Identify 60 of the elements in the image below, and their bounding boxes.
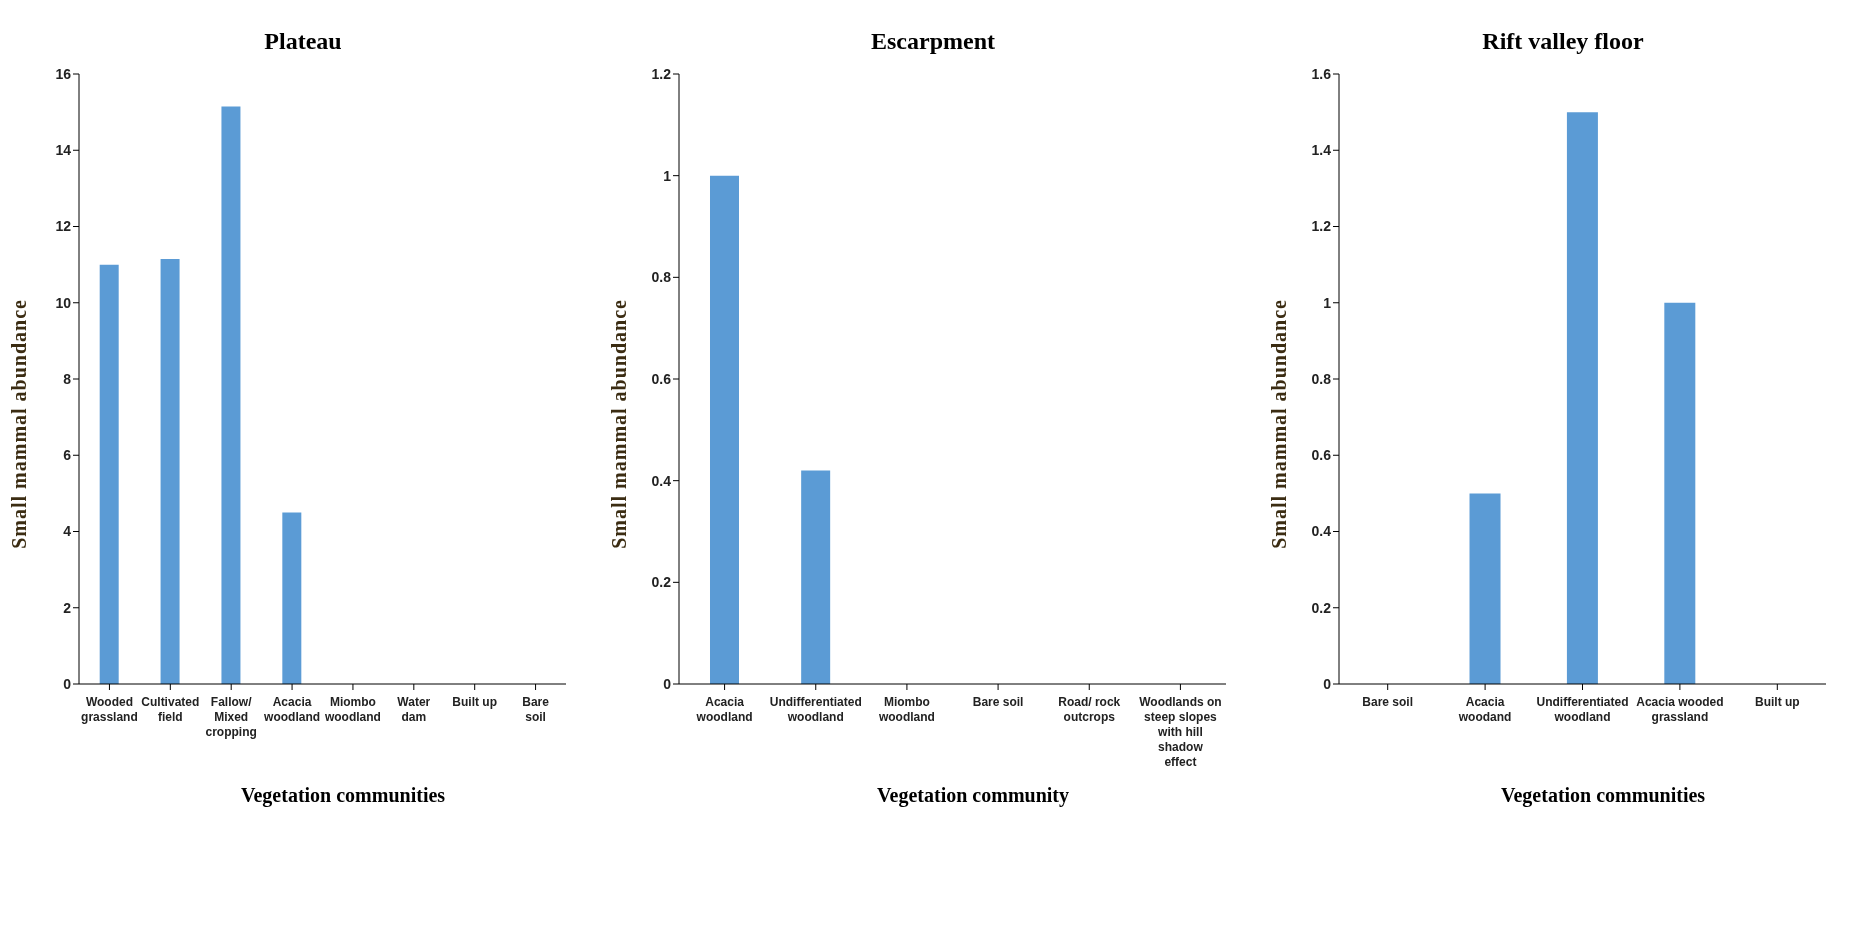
x-axis-title: Vegetation community [876, 784, 1070, 807]
y-tick-label: 0 [1323, 675, 1332, 692]
y-tick-label: 4 [63, 523, 72, 540]
bar [1566, 112, 1598, 684]
x-tick-label: Undifferentiated woodland [1536, 695, 1629, 724]
chart-title: Escarpment [870, 28, 996, 56]
y-tick-label: 0.8 [651, 269, 672, 286]
x-tick-label: Water dam [397, 695, 431, 724]
y-tick-label: 0.4 [1311, 523, 1332, 540]
x-tick-label: Bare soil [972, 695, 1024, 709]
y-tick-label: 0 [663, 675, 672, 692]
y-tick-label: 14 [55, 142, 72, 159]
x-tick-label: Acacia woodland [263, 695, 321, 724]
chart-title: Rift valley floor [1481, 28, 1645, 56]
y-tick-label: 10 [55, 294, 72, 311]
x-tick-label: Woodlands on steep slopes with hill shadow effect [1139, 695, 1222, 769]
y-tick-label: 1.2 [1311, 218, 1332, 235]
x-tick-label: Undifferentiated woodland [769, 695, 862, 724]
y-tick-label: 0.6 [1311, 447, 1332, 464]
x-tick-label: Wooded grassland [81, 695, 138, 724]
y-tick-label: 0.2 [651, 574, 672, 591]
y-tick-label: 0.2 [1311, 599, 1332, 616]
bar [221, 106, 241, 684]
x-tick-label: Cultivated field [141, 695, 200, 724]
x-tick-label: Miombo woodland [877, 695, 935, 724]
bar [1469, 493, 1501, 684]
y-axis-title: Small mammal abundance [608, 299, 631, 549]
y-tick-label: 16 [55, 65, 72, 82]
y-tick-label: 0 [63, 675, 72, 692]
x-tick-label: Fallow/ Mixed cropping [205, 695, 257, 739]
y-tick-label: 0.6 [651, 370, 672, 387]
x-tick-label: Bare soil [1362, 695, 1414, 709]
y-axis-title: Small mammal abundance [1268, 299, 1291, 549]
bar [160, 258, 180, 684]
x-tick-label: Built up [1754, 695, 1800, 709]
bar [1664, 302, 1696, 684]
y-tick-label: 0.4 [651, 472, 672, 489]
x-axis-title: Vegetation communities [239, 784, 447, 807]
y-axis-title: Small mammal abundance [8, 299, 31, 549]
bar [99, 264, 119, 684]
x-tick-label: Acacia woodland [695, 695, 753, 724]
y-tick-label: 12 [55, 218, 72, 235]
x-tick-label: Miombo woodland [323, 695, 381, 724]
x-tick-label: Road/ rock outcrops [1058, 695, 1121, 724]
y-tick-label: 1.6 [1311, 65, 1332, 82]
x-tick-label: Bare soil [522, 695, 550, 724]
y-tick-label: 8 [63, 370, 72, 387]
bar [282, 512, 302, 684]
y-tick-label: 1 [1323, 294, 1332, 311]
y-tick-label: 2 [63, 599, 72, 616]
y-tick-label: 0.8 [1311, 370, 1332, 387]
y-tick-label: 1 [663, 167, 672, 184]
x-tick-label: Acacia woodand [1457, 695, 1512, 724]
chart-title: Plateau [263, 28, 343, 56]
x-tick-label: Built up [452, 695, 498, 709]
x-tick-label: Acacia wooded grassland [1636, 695, 1724, 724]
y-tick-label: 1.2 [651, 65, 672, 82]
y-tick-label: 6 [63, 447, 72, 464]
y-tick-label: 1.4 [1311, 142, 1332, 159]
x-axis-title: Vegetation communities [1499, 784, 1707, 807]
